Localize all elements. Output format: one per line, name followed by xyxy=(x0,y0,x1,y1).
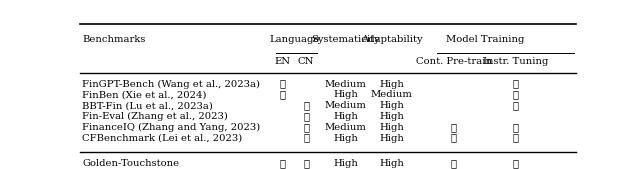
Text: ✓: ✓ xyxy=(280,90,285,99)
Text: FinBen (Xie et al., 2024): FinBen (Xie et al., 2024) xyxy=(83,90,207,99)
Text: Model Training: Model Training xyxy=(445,35,524,44)
Text: EN: EN xyxy=(275,57,291,66)
Text: ✓: ✓ xyxy=(451,159,457,168)
Text: High: High xyxy=(333,90,358,99)
Text: ✓: ✓ xyxy=(303,112,309,121)
Text: ✓: ✓ xyxy=(513,134,518,142)
Text: High: High xyxy=(379,123,404,132)
Text: Medium: Medium xyxy=(371,90,412,99)
Text: Golden-Touchstone: Golden-Touchstone xyxy=(83,159,180,168)
Text: ✓: ✓ xyxy=(303,159,309,168)
Text: ✓: ✓ xyxy=(513,101,518,110)
Text: Adaptability: Adaptability xyxy=(361,35,422,44)
Text: Cont. Pre-train: Cont. Pre-train xyxy=(416,57,492,66)
Text: CFBenchmark (Lei et al., 2023): CFBenchmark (Lei et al., 2023) xyxy=(83,134,243,142)
Text: Instr. Tuning: Instr. Tuning xyxy=(483,57,548,66)
Text: High: High xyxy=(333,159,358,168)
Text: FinanceIQ (Zhang and Yang, 2023): FinanceIQ (Zhang and Yang, 2023) xyxy=(83,123,260,132)
Text: ✓: ✓ xyxy=(513,90,518,99)
Text: Systematicity: Systematicity xyxy=(312,35,380,44)
Text: BBT-Fin (Lu et al., 2023a): BBT-Fin (Lu et al., 2023a) xyxy=(83,101,213,110)
Text: ✓: ✓ xyxy=(513,123,518,132)
Text: Fin-Eval (Zhang et al., 2023): Fin-Eval (Zhang et al., 2023) xyxy=(83,112,228,121)
Text: ✓: ✓ xyxy=(303,101,309,110)
Text: Benchmarks: Benchmarks xyxy=(83,35,146,44)
Text: Medium: Medium xyxy=(325,101,367,110)
Text: ✓: ✓ xyxy=(451,123,457,132)
Text: High: High xyxy=(333,112,358,121)
Text: Language: Language xyxy=(269,35,319,44)
Text: High: High xyxy=(379,134,404,142)
Text: High: High xyxy=(379,101,404,110)
Text: High: High xyxy=(379,80,404,89)
Text: Medium: Medium xyxy=(325,123,367,132)
Text: Medium: Medium xyxy=(325,80,367,89)
Text: FinGPT-Bench (Wang et al., 2023a): FinGPT-Bench (Wang et al., 2023a) xyxy=(83,79,260,89)
Text: High: High xyxy=(333,134,358,142)
Text: CN: CN xyxy=(298,57,314,66)
Text: High: High xyxy=(379,159,404,168)
Text: High: High xyxy=(379,112,404,121)
Text: ✓: ✓ xyxy=(280,159,285,168)
Text: ✓: ✓ xyxy=(303,123,309,132)
Text: ✓: ✓ xyxy=(513,80,518,89)
Text: ✓: ✓ xyxy=(451,134,457,142)
Text: ✓: ✓ xyxy=(303,134,309,142)
Text: ✓: ✓ xyxy=(280,80,285,89)
Text: ✓: ✓ xyxy=(513,159,518,168)
